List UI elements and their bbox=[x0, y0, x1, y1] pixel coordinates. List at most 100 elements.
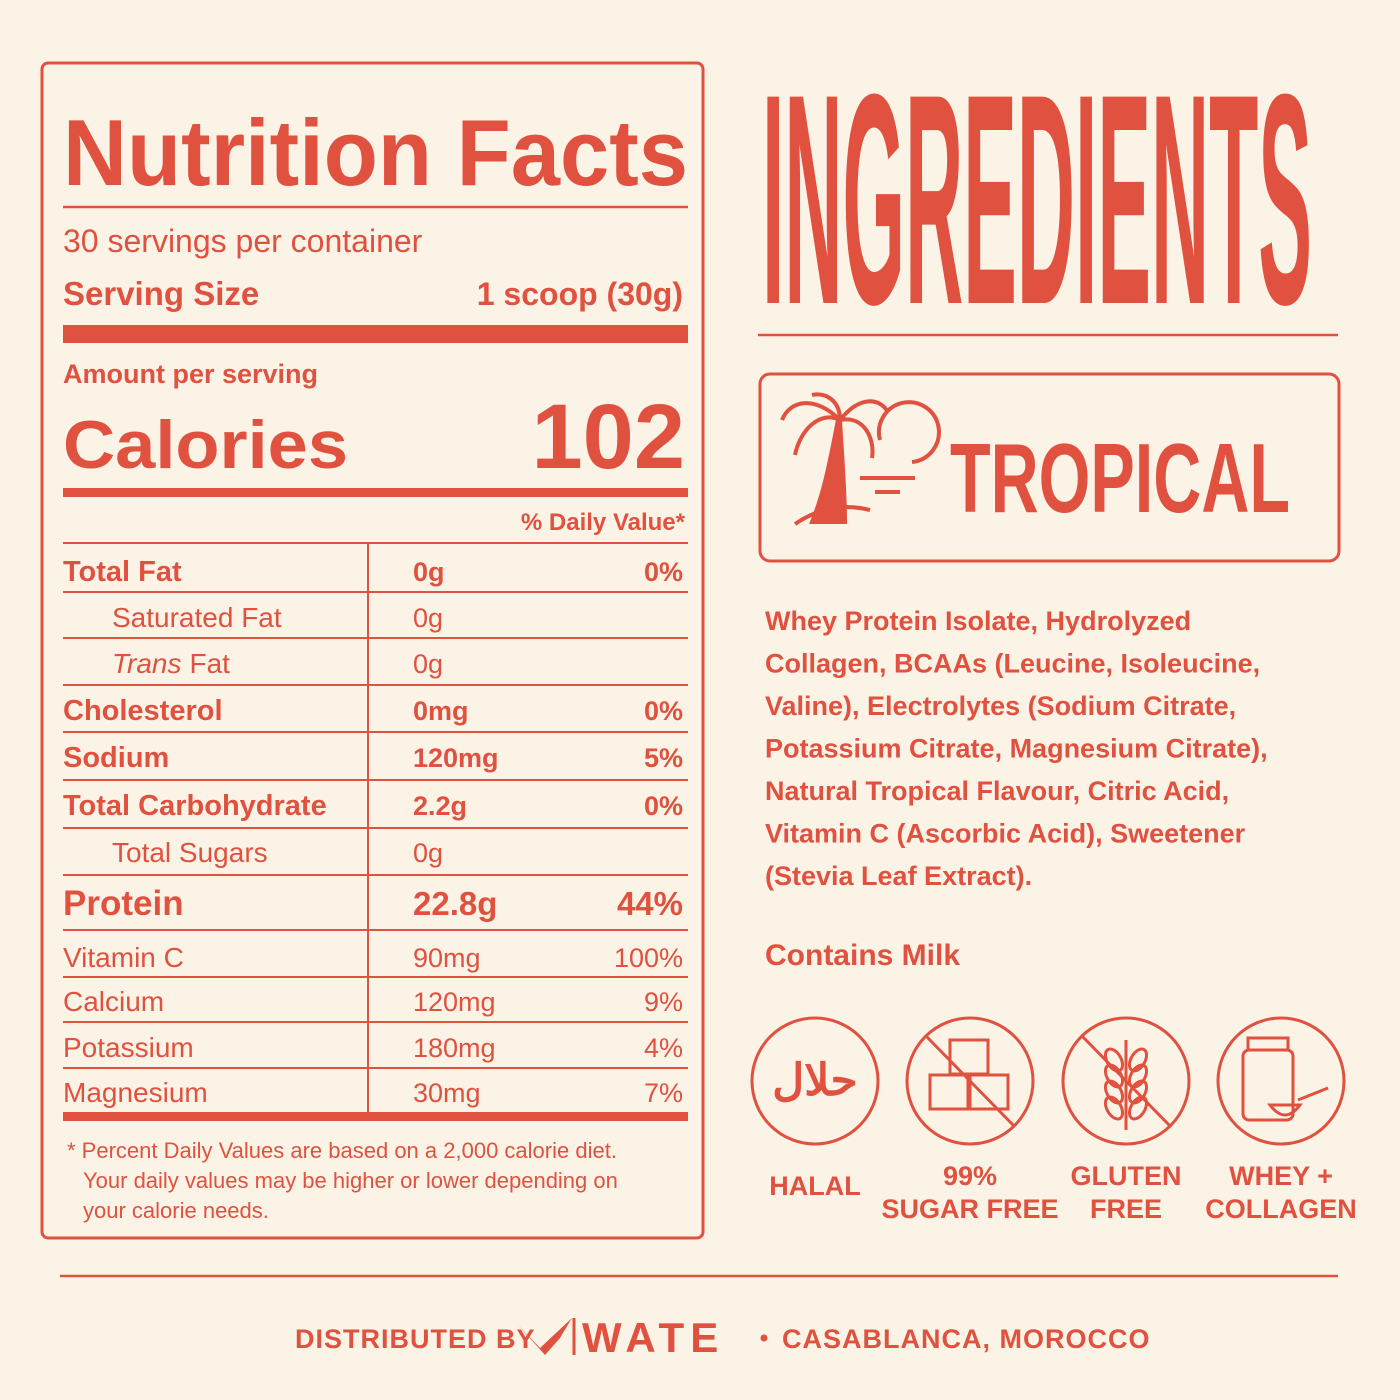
ingredients-title: INGREDIENTS bbox=[762, 31, 1312, 367]
badge-label: 99% bbox=[943, 1161, 997, 1191]
separator-dot bbox=[760, 1334, 768, 1342]
ingredient-line: Vitamin C (Ascorbic Acid), Sweetener bbox=[765, 819, 1246, 849]
nutrient-name: Vitamin C bbox=[63, 942, 184, 973]
footnote: * Percent Daily Values are based on a 2,… bbox=[67, 1138, 617, 1163]
nutrient-name: Sodium bbox=[63, 742, 169, 774]
wheat-icon bbox=[1079, 1033, 1173, 1130]
amount-label: Amount per serving bbox=[63, 359, 318, 389]
nutrient-amount: 30mg bbox=[413, 1078, 481, 1108]
nutrient-amount: 0g bbox=[413, 557, 445, 587]
divider bbox=[63, 1112, 688, 1121]
nutrient-amount: 22.8g bbox=[413, 885, 497, 922]
nutrient-amount: 0g bbox=[413, 838, 443, 868]
ingredient-line: Whey Protein Isolate, Hydrolyzed bbox=[765, 606, 1191, 636]
ingredient-line: Potassium Citrate, Magnesium Citrate), bbox=[765, 734, 1268, 764]
cube bbox=[968, 1073, 1010, 1111]
nutrient-name: Total Sugars bbox=[112, 837, 268, 868]
ingredient-line: Collagen, BCAAs (Leucine, Isoleucine, bbox=[765, 649, 1260, 679]
location: CASABLANCA, MOROCCO bbox=[782, 1324, 1150, 1354]
strike bbox=[923, 1033, 1017, 1129]
nutrient-name: Vitamin C bbox=[63, 942, 184, 973]
nutrient-dv: 44% bbox=[617, 885, 683, 922]
tub bbox=[1241, 1048, 1295, 1122]
badge-label: SUGAR FREE bbox=[881, 1194, 1058, 1224]
nutrient-name: Total Fat bbox=[63, 556, 182, 588]
nutrient-name: Saturated Fat bbox=[112, 602, 282, 633]
nutrient-dv: 0% bbox=[644, 696, 683, 726]
serving-size-label: Serving Size bbox=[63, 275, 259, 312]
nutrient-name-italic: Trans bbox=[112, 648, 182, 679]
palm-icon bbox=[780, 392, 941, 526]
badge-circle bbox=[905, 1016, 1035, 1146]
badge-circle bbox=[1061, 1016, 1191, 1146]
footnote: Your daily values may be higher or lower… bbox=[83, 1168, 618, 1193]
nutrient-name: Protein bbox=[63, 884, 184, 923]
nutrient-dv: 7% bbox=[644, 1078, 683, 1108]
cube bbox=[948, 1038, 990, 1076]
nutrient-dv: 5% bbox=[644, 743, 683, 773]
nutrient-name: Potassium bbox=[63, 1032, 194, 1063]
divider bbox=[63, 325, 688, 343]
ingredient-line: Valine), Electrolytes (Sodium Citrate, bbox=[765, 691, 1236, 721]
nutrient-name: Protein bbox=[63, 884, 184, 923]
servings: 30 servings per container bbox=[63, 223, 423, 259]
badge-circle bbox=[750, 1016, 880, 1146]
brand-logo bbox=[518, 1318, 572, 1355]
nutrient-dv: 0% bbox=[644, 557, 683, 587]
divider bbox=[63, 488, 688, 497]
nutrient-amount: 180mg bbox=[413, 1033, 496, 1063]
grain bbox=[1103, 1095, 1125, 1121]
strike bbox=[1079, 1033, 1173, 1129]
allergen: Contains Milk bbox=[765, 939, 960, 972]
ingredient-line: Natural Tropical Flavour, Citric Acid, bbox=[765, 776, 1229, 806]
dv-header: % Daily Value* bbox=[521, 509, 686, 536]
nutrient-dv: 4% bbox=[644, 1033, 683, 1063]
nutrient-dv: 9% bbox=[644, 987, 683, 1017]
flavor: TROPICAL bbox=[950, 423, 1290, 533]
distributed-by: DISTRIBUTED BY bbox=[295, 1324, 536, 1354]
nutrient-name: Potassium bbox=[63, 1032, 194, 1063]
badge-label: COLLAGEN bbox=[1205, 1194, 1357, 1224]
badge-label: HALAL bbox=[769, 1171, 860, 1201]
badge-icon-text: حلال bbox=[772, 1056, 857, 1105]
nutrient-name: Total Fat bbox=[63, 556, 182, 588]
nutrient-amount: 0g bbox=[413, 603, 443, 633]
sugar-cube-icon bbox=[923, 1033, 1017, 1129]
badge-label: WHEY + bbox=[1229, 1161, 1333, 1191]
calories: 102 bbox=[532, 386, 686, 488]
nutrient-name: Trans Fat bbox=[112, 648, 230, 679]
badge-label: FREE bbox=[1090, 1194, 1162, 1224]
nutrient-amount: 0g bbox=[413, 649, 443, 679]
calories-label: Calories bbox=[63, 407, 348, 483]
nutrient-name: Calcium bbox=[63, 986, 164, 1017]
nutrient-name: Sodium bbox=[63, 742, 169, 774]
badge-circle bbox=[1216, 1016, 1346, 1146]
nutrient-name: Magnesium bbox=[63, 1077, 208, 1108]
nutrient-amount: 0mg bbox=[413, 696, 469, 726]
brand: WATE bbox=[582, 1314, 724, 1361]
lid bbox=[1246, 1036, 1290, 1052]
nutrient-amount: 2.2g bbox=[413, 791, 467, 821]
nutrient-dv: 0% bbox=[644, 791, 683, 821]
nutrient-amount: 120mg bbox=[413, 987, 496, 1017]
nutrient-name: Magnesium bbox=[63, 1077, 208, 1108]
nutrient-amount: 120mg bbox=[413, 743, 499, 773]
nutrient-name: Total Carbohydrate bbox=[63, 790, 327, 822]
flavor-box bbox=[758, 372, 1341, 563]
nutrient-name: Cholesterol bbox=[63, 695, 223, 727]
nutrition-title: Nutrition Facts bbox=[63, 100, 688, 205]
nutrient-name: Fat bbox=[190, 648, 231, 679]
nutrient-name: Cholesterol bbox=[63, 695, 223, 727]
tub-icon bbox=[1241, 1036, 1329, 1122]
badge-label: GLUTEN bbox=[1071, 1161, 1182, 1191]
footnote: your calorie needs. bbox=[83, 1198, 269, 1223]
serving-size: 1 scoop (30g) bbox=[477, 276, 683, 312]
cube bbox=[928, 1073, 970, 1111]
nutrient-dv: 100% bbox=[614, 943, 683, 973]
scoop bbox=[1266, 1086, 1329, 1117]
ingredient-line: (Stevia Leaf Extract). bbox=[765, 861, 1032, 891]
nutrient-name: Total Carbohydrate bbox=[63, 790, 327, 822]
nutrient-name: Total Sugars bbox=[112, 837, 268, 868]
